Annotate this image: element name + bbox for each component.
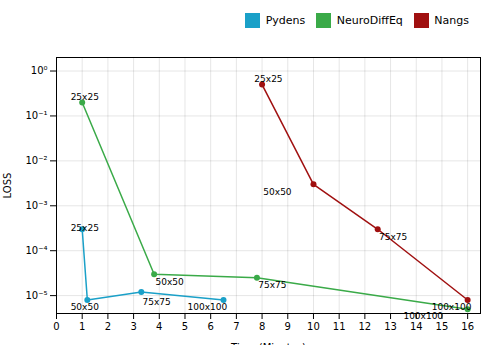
svg-text:25x25: 25x25 <box>71 222 99 232</box>
svg-text:6: 6 <box>207 320 213 331</box>
svg-text:50x50: 50x50 <box>155 276 184 286</box>
svg-text:100x100: 100x100 <box>432 302 472 312</box>
svg-text:8: 8 <box>259 320 265 331</box>
svg-text:0: 0 <box>53 320 59 331</box>
svg-text:3: 3 <box>130 320 136 331</box>
svg-text:10⁻³: 10⁻³ <box>25 199 47 210</box>
svg-text:100x100: 100x100 <box>188 302 228 312</box>
svg-text:4: 4 <box>156 320 162 331</box>
svg-text:75x75: 75x75 <box>143 297 171 307</box>
svg-text:10⁻⁴: 10⁻⁴ <box>25 244 47 255</box>
svg-text:25x25: 25x25 <box>254 74 282 84</box>
svg-text:10⁻²: 10⁻² <box>25 155 47 166</box>
html-text:NeuroDiffEq: NeuroDiffEq <box>336 14 403 27</box>
html-text:Pydens: Pydens <box>265 14 306 27</box>
svg-text:13: 13 <box>384 320 397 331</box>
svg-text:5: 5 <box>182 320 188 331</box>
svg-text:14: 14 <box>410 320 423 331</box>
svg-text:50x50: 50x50 <box>71 302 100 312</box>
svg-text:25x25: 25x25 <box>71 92 99 102</box>
svg-text:1: 1 <box>79 320 85 331</box>
svg-text:12: 12 <box>358 320 371 331</box>
svg-text:100x100: 100x100 <box>403 310 443 320</box>
svg-text:75x75: 75x75 <box>258 280 286 290</box>
svg-text:75x75: 75x75 <box>379 232 407 242</box>
svg-text:10⁻⁵: 10⁻⁵ <box>25 289 47 300</box>
svg-text:9: 9 <box>285 320 291 331</box>
svg-text:10⁻¹: 10⁻¹ <box>25 110 47 121</box>
svg-text:15: 15 <box>436 320 449 331</box>
svg-text:10⁰: 10⁰ <box>31 65 48 76</box>
svg-text:LOSS: LOSS <box>2 172 13 198</box>
svg-text:10: 10 <box>307 320 320 331</box>
svg-text:Time (Minutes): Time (Minutes) <box>230 341 306 345</box>
svg-text:11: 11 <box>333 320 346 331</box>
svg-text:2: 2 <box>105 320 111 331</box>
svg-text:16: 16 <box>461 320 474 331</box>
svg-text:50x50: 50x50 <box>263 187 292 197</box>
html-text:Nangs: Nangs <box>434 14 469 27</box>
svg-text:7: 7 <box>233 320 239 331</box>
